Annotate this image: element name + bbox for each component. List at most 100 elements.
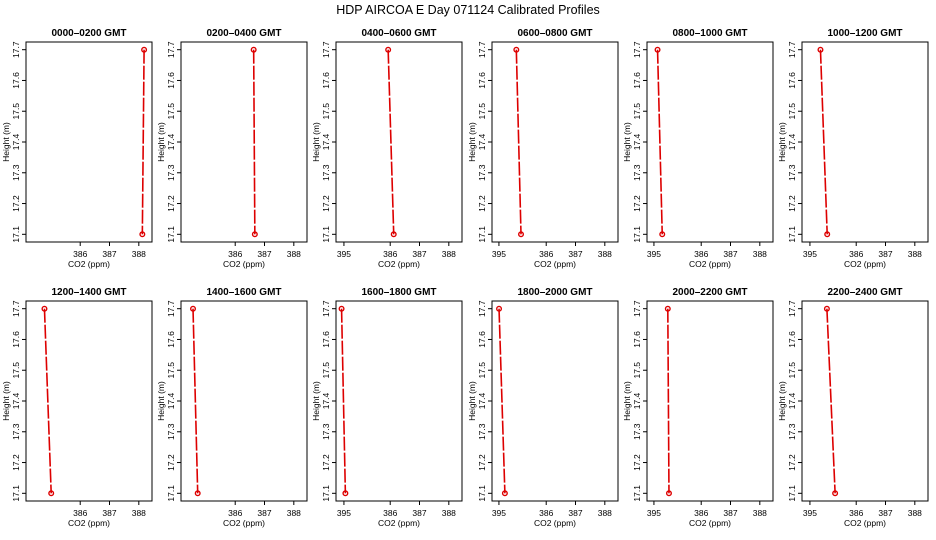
x-tick-label: 386	[73, 249, 87, 259]
y-tick-label: 17.5	[632, 103, 642, 120]
x-axis-label: CO2 (ppm)	[68, 518, 110, 528]
x-tick-label: 388	[908, 508, 922, 518]
profile-line	[141, 49, 145, 235]
x-tick-label: 386	[694, 249, 708, 259]
x-tick-label: 386	[539, 249, 553, 259]
profile-panel: 0400–0600 GMT 395 386 387 388 CO2 (ppm) 17.1 17…	[311, 28, 661, 269]
y-tick-label: 17.3	[166, 164, 176, 181]
profile-panel: 1000–1200 GMT 395 386 387 388 CO2 (ppm) 17.1 17…	[777, 28, 929, 269]
x-tick-label: 387	[878, 249, 892, 259]
profile-line	[43, 308, 52, 494]
y-tick-label: 17.3	[787, 164, 797, 181]
y-axis-label: Height (m)	[156, 381, 166, 421]
y-tick-label: 17.6	[632, 331, 642, 348]
profile-point	[513, 46, 520, 53]
x-axis-label: CO2 (ppm)	[223, 259, 265, 269]
x-tick-label: 388	[132, 508, 146, 518]
y-tick-label: 17.5	[632, 362, 642, 379]
y-tick-label: 17.2	[787, 454, 797, 471]
panel-title: 2200–2400 GMT	[827, 287, 902, 298]
y-tick-label: 17.1	[11, 226, 21, 243]
x-axis-label: CO2 (ppm)	[378, 518, 420, 528]
y-tick-label: 17.5	[787, 103, 797, 120]
panel-title: 2000–2200 GMT	[672, 287, 747, 298]
plot-frame	[491, 41, 619, 243]
x-tick-label: 387	[412, 508, 426, 518]
plot-frame	[25, 41, 153, 243]
profile-line	[667, 308, 670, 494]
y-tick-label: 17.1	[11, 485, 21, 502]
y-tick-label: 17.5	[166, 103, 176, 120]
profile-point	[518, 231, 525, 238]
x-tick-label: 388	[908, 249, 922, 259]
profile-point	[342, 490, 349, 497]
x-tick-label: 388	[442, 249, 456, 259]
y-tick-label: 17.5	[477, 362, 487, 379]
x-tick-label: 387	[568, 249, 582, 259]
y-axis-label: Height (m)	[311, 381, 321, 421]
y-axis-label: Height (m)	[311, 122, 321, 162]
plot-frame	[335, 300, 463, 502]
y-tick-label: 17.7	[477, 41, 487, 58]
profile-line	[656, 49, 664, 235]
panel-title: 1400–1600 GMT	[206, 287, 281, 298]
y-tick-label: 17.1	[166, 485, 176, 502]
profile-panel: 2000–2200 GMT 395 386 387 388 CO2 (ppm) 17.1 17…	[622, 287, 774, 528]
profile-panel: 1800–2000 GMT 395 386 387 388 CO2 (ppm) 17.1 17…	[467, 287, 817, 528]
y-axis-label: Height (m)	[777, 381, 787, 421]
x-tick-label: 387	[878, 508, 892, 518]
x-axis-label: CO2 (ppm)	[844, 259, 886, 269]
y-tick-label: 17.5	[321, 103, 331, 120]
x-axis-label: CO2 (ppm)	[223, 518, 265, 528]
y-tick-label: 17.4	[166, 133, 176, 150]
y-tick-label: 17.3	[11, 423, 21, 440]
x-tick-label: 386	[539, 508, 553, 518]
y-tick-label: 17.2	[632, 195, 642, 212]
profile-point	[250, 46, 257, 53]
y-tick-label: 17.3	[166, 423, 176, 440]
x-tick-label: 388	[287, 249, 301, 259]
profile-panel: 1200–1400 GMT 395 386 387 388 CO2 (ppm) 17.1 17…	[1, 287, 351, 528]
y-tick-label: 17.3	[632, 164, 642, 181]
y-tick-label: 17.3	[477, 164, 487, 181]
y-tick-label: 17.6	[166, 331, 176, 348]
profile-line	[340, 308, 347, 494]
x-tick-label: 388	[132, 249, 146, 259]
y-tick-label: 17.7	[166, 300, 176, 317]
y-tick-label: 17.3	[321, 164, 331, 181]
x-tick-label: 387	[412, 249, 426, 259]
x-tick-label: 386	[73, 508, 87, 518]
figure-title: HDP AIRCOA E Day 071124 Calibrated Profi…	[336, 3, 600, 17]
y-tick-label: 17.2	[321, 195, 331, 212]
x-tick-label: 388	[598, 508, 612, 518]
x-tick-label: 386	[228, 508, 242, 518]
profile-panel: 1400–1600 GMT 395 386 387 388 CO2 (ppm) 17.1 17…	[156, 287, 506, 528]
y-tick-label: 17.3	[11, 164, 21, 181]
y-tick-label: 17.6	[321, 72, 331, 89]
y-tick-label: 17.1	[632, 485, 642, 502]
profile-point	[139, 231, 146, 238]
y-tick-label: 17.4	[477, 392, 487, 409]
profile-line	[498, 308, 506, 494]
x-tick-label: 388	[287, 508, 301, 518]
profile-point	[390, 231, 397, 238]
x-tick-label: 387	[257, 508, 271, 518]
y-tick-label: 17.1	[787, 226, 797, 243]
y-axis-label: Height (m)	[467, 381, 477, 421]
x-tick-label: 386	[694, 508, 708, 518]
profile-panel: 2200–2400 GMT 395 386 387 388 CO2 (ppm) 17.1 17…	[777, 287, 929, 528]
profile-point	[190, 305, 197, 312]
y-tick-label: 17.4	[11, 133, 21, 150]
x-tick-label: 387	[723, 249, 737, 259]
y-tick-label: 17.4	[632, 133, 642, 150]
profile-point	[824, 231, 831, 238]
x-tick-label: 395	[337, 249, 351, 259]
y-tick-label: 17.2	[166, 454, 176, 471]
x-tick-label: 386	[383, 508, 397, 518]
y-tick-label: 17.5	[477, 103, 487, 120]
y-tick-label: 17.5	[11, 103, 21, 120]
y-tick-label: 17.4	[321, 392, 331, 409]
plot-frame	[491, 300, 619, 502]
y-tick-label: 17.2	[477, 195, 487, 212]
